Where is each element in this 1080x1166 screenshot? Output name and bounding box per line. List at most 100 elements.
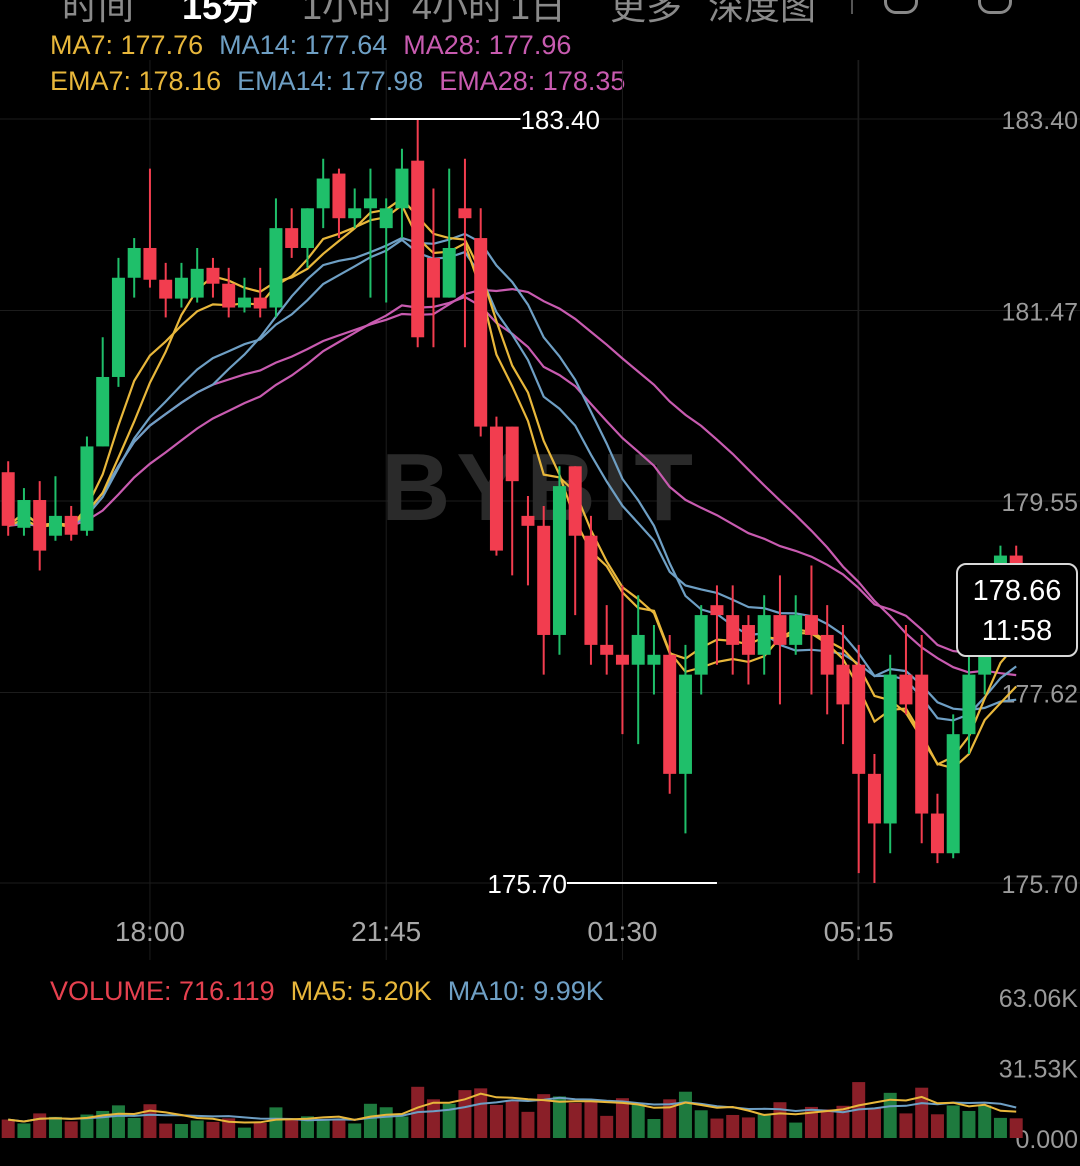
volume-bar [710,1118,724,1138]
candle [159,279,173,299]
candle [348,208,362,219]
volume-bar [348,1123,362,1138]
volume-bar [552,1096,566,1138]
price-tick-label: 179.55 [1002,489,1078,517]
candle [505,426,519,482]
volume-bar [789,1122,803,1138]
volume-tick-label: 63.06K [999,985,1079,1013]
current-price: 178.66 [972,575,1062,607]
candle [710,605,724,616]
volume-bar [883,1092,897,1138]
candle [741,625,755,655]
volume-bar [285,1119,299,1138]
candle [174,277,188,299]
candle [962,674,976,735]
ma-legend: MA7: 177.76 MA14: 177.64 MA28: 177.96 [50,30,587,61]
candle [836,664,850,705]
ema14-value: EMA14: 177.98 [237,66,424,96]
volume-bar [253,1123,267,1138]
ma14-value: MA14: 177.64 [219,30,388,60]
tab-depth-chart[interactable]: 深度图 [708,0,817,27]
bybit-watermark: BYBIT [381,434,699,541]
candle [789,615,803,645]
candle [316,178,330,209]
price-tick-label: 177.62 [1002,680,1078,708]
candle [757,615,771,655]
candle [804,615,818,635]
volume-bar [379,1107,393,1138]
volume-ma10: MA10: 9.99K [447,976,604,1006]
candle [300,208,314,248]
time-tick-label: 21:45 [351,916,421,947]
volume-bar [615,1098,629,1138]
toolbar-divider [851,0,853,14]
volume-bar [978,1105,992,1138]
ema28-value: EMA28: 178.35 [439,66,626,96]
tab-more[interactable]: 更多 [610,0,683,27]
volume-bar [930,1114,944,1138]
volume-bar [757,1113,771,1138]
candle [631,634,645,665]
price-tick-label: 175.70 [1002,871,1078,899]
volume-bar [33,1113,47,1138]
candle [269,228,283,308]
time-tick-label: 18:00 [115,916,185,947]
volume-bar [190,1120,204,1138]
candle [379,208,393,229]
volume-bar [474,1088,488,1138]
candle [678,674,692,774]
candle [442,247,456,298]
draw-tool-icon[interactable] [884,0,918,14]
volume-bar [395,1116,409,1138]
ema-legend: EMA7: 178.16 EMA14: 177.98 EMA28: 178.35 [50,66,641,97]
volume-bar [647,1118,661,1138]
candle [852,664,866,774]
volume-value: VOLUME: 716.119 [50,976,275,1006]
volume-bar [174,1124,188,1138]
volume-bar [568,1102,582,1138]
ma28-value: MA28: 177.96 [403,30,572,60]
volume-bar [867,1108,881,1138]
volume-bar [1,1119,15,1138]
volume-bar [222,1118,236,1138]
candle [332,173,346,219]
volume-bar [17,1123,31,1138]
tab-1h[interactable]: 1小时 [302,0,395,27]
volume-bar [899,1113,913,1138]
candle [600,644,614,655]
volume-bar [316,1120,330,1138]
tab-1d[interactable]: 1日 [510,0,567,27]
volume-bar [300,1116,314,1138]
volume-bar [915,1087,929,1138]
volume-bar [505,1101,519,1138]
volume-ma10-line [8,1096,1017,1123]
candle [615,654,629,665]
candle [663,654,677,774]
candle [899,674,913,705]
candle [237,297,251,308]
candle [521,515,535,526]
tab-time[interactable]: 时间 [62,0,135,27]
candle [883,674,897,824]
volume-bar [600,1115,614,1138]
candle [222,283,236,308]
volume-bar [521,1111,535,1138]
candle [474,238,488,427]
candle [143,247,157,280]
time-tick-label: 01:30 [587,916,657,947]
volume-bar [269,1107,283,1138]
volume-bar [64,1121,78,1138]
volume-bar [726,1114,740,1138]
tab-15m[interactable]: 15分 [182,0,259,27]
volume-bar [489,1104,503,1138]
volume-bar [741,1117,755,1138]
candle [537,525,551,635]
settings-icon[interactable] [978,0,1012,14]
candle [363,198,377,209]
high-marker-label: 183.40 [520,105,600,135]
tab-4h[interactable]: 4小时 [412,0,505,27]
candle [411,160,425,338]
candle [17,500,31,528]
ma7-line [7,196,1017,770]
